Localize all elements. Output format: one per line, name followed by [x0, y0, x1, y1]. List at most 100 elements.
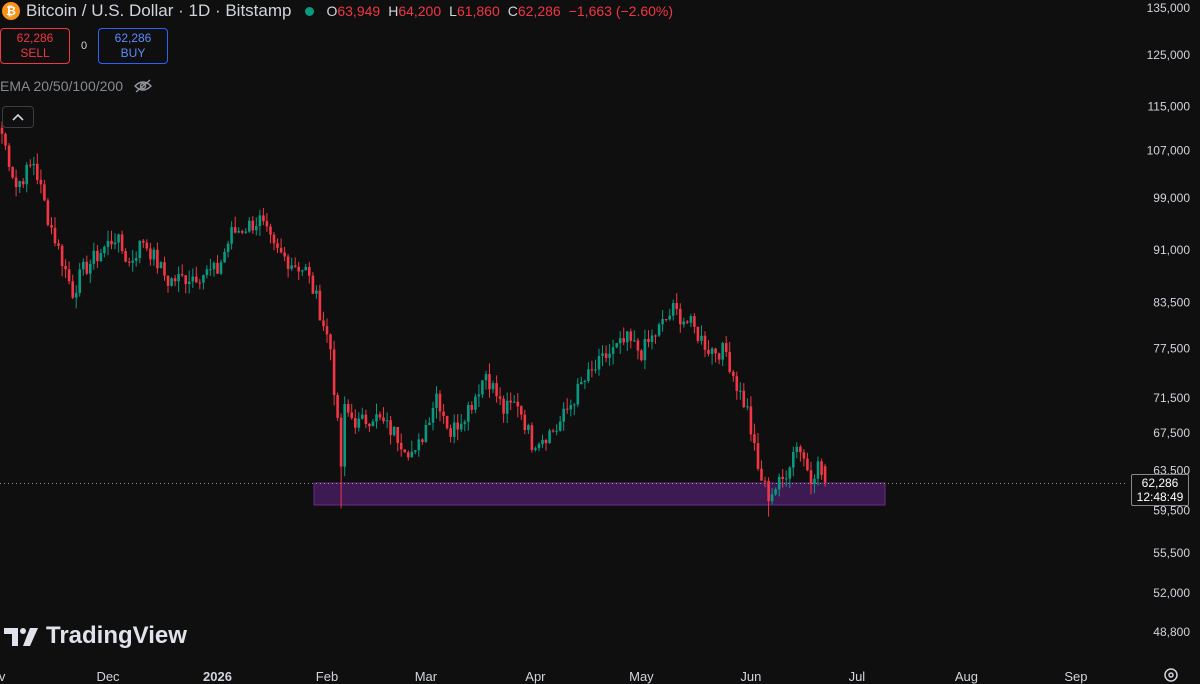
candle-body — [710, 348, 714, 354]
candle-body — [534, 448, 537, 450]
candle-body — [647, 339, 650, 342]
ema-label[interactable]: EMA 20/50/100/200 — [0, 78, 123, 94]
price-tick-label: 83,500 — [1153, 296, 1190, 310]
candle-body — [452, 422, 456, 437]
candle-body — [742, 390, 746, 408]
candle-body — [615, 343, 618, 348]
candle-body — [212, 262, 216, 270]
candle-body — [180, 274, 184, 276]
close-label: C — [507, 3, 518, 19]
collapse-legend-button[interactable] — [2, 106, 34, 128]
candle-body — [565, 408, 569, 410]
ohlc-values: O63,949 H64,200 L61,860 C62,286 −1,663 (… — [326, 3, 673, 19]
candle-body — [0, 127, 4, 134]
candle-body — [233, 227, 237, 233]
candle-body — [368, 424, 371, 427]
candle-body — [714, 348, 717, 354]
sell-price: 62,286 — [16, 31, 54, 45]
candle-body — [643, 339, 647, 361]
candle-body — [78, 269, 81, 293]
candle-body — [802, 452, 806, 459]
candle-body — [216, 262, 219, 274]
candle-body — [774, 489, 777, 495]
candle-body — [498, 396, 502, 399]
candle-body — [820, 461, 823, 475]
price-tick-label: 107,000 — [1147, 144, 1191, 158]
change-value: −1,663 (−2.60%) — [568, 3, 674, 19]
candle-body — [18, 181, 21, 187]
time-tick-label: Aug — [955, 669, 978, 684]
candle-body — [283, 252, 286, 257]
candle-body — [424, 425, 428, 442]
candle-body — [739, 390, 742, 392]
candle-body — [611, 347, 615, 354]
candle-body — [195, 276, 198, 283]
candle-body — [127, 261, 131, 263]
candle-body — [696, 326, 700, 341]
candle-body — [544, 440, 548, 444]
candle-body — [226, 243, 230, 252]
candle-body — [219, 262, 223, 274]
candle-body — [523, 414, 527, 430]
candle-body — [304, 267, 308, 271]
candle-body — [590, 369, 594, 371]
candle-body — [463, 421, 467, 424]
candle-body — [781, 476, 784, 479]
candle-body — [421, 439, 424, 442]
price-axis[interactable]: 48,80052,00055,50059,50063,50067,50071,5… — [1147, 1, 1191, 639]
sell-button[interactable]: 62,286 SELL — [0, 28, 70, 64]
buy-button[interactable]: 62,286 BUY — [98, 28, 168, 64]
candle-body — [428, 422, 431, 425]
candle-body — [477, 394, 481, 397]
symbol-title[interactable]: Bitcoin / U.S. Dollar · 1D · Bitstamp — [26, 1, 292, 20]
indicator-legend[interactable]: EMA 20/50/100/200 — [0, 78, 153, 94]
tradingview-logo-text: TradingView — [46, 622, 187, 649]
candle-body — [159, 262, 163, 269]
candle-body — [823, 466, 827, 483]
candle-body — [325, 326, 329, 335]
bitcoin-icon[interactable]: ₿ — [2, 2, 20, 20]
candle-body — [191, 276, 195, 282]
candle-body — [594, 369, 597, 371]
candle-body — [364, 414, 368, 424]
candle-body — [767, 480, 770, 502]
candle-body — [336, 395, 339, 418]
candle-body — [491, 383, 495, 390]
candle-body — [792, 452, 795, 468]
candle-body — [375, 414, 378, 422]
candle-body — [7, 145, 11, 167]
candle-body — [209, 269, 212, 271]
tradingview-logo[interactable]: TradingView — [4, 622, 187, 650]
candle-body — [442, 411, 445, 416]
candle-body — [449, 428, 452, 437]
candle-body — [657, 324, 661, 336]
support-zone-rect[interactable] — [313, 482, 886, 506]
candle-body — [29, 164, 32, 166]
bar-countdown: 12:48:49 — [1136, 490, 1184, 504]
candle-body — [661, 319, 664, 325]
time-tick-label: Apr — [525, 669, 546, 684]
candle-body — [106, 240, 110, 247]
buy-label: BUY — [120, 46, 146, 60]
settings-icon[interactable] — [1162, 666, 1180, 684]
candle-body — [700, 335, 703, 341]
candle-body — [117, 234, 120, 243]
candle-body — [389, 420, 392, 435]
candle-body — [120, 234, 124, 251]
buy-price: 62,286 — [114, 31, 152, 45]
candle-body — [36, 163, 39, 180]
candle-body — [629, 331, 633, 341]
time-axis[interactable]: ov Dec 2026 Feb Mar Apr May Jun Jul Aug Sep — [0, 669, 1087, 684]
candle-body — [124, 251, 127, 262]
candle-body — [689, 316, 693, 323]
candle-body — [548, 430, 551, 444]
candle-body — [371, 421, 375, 427]
candle-body — [74, 292, 78, 298]
candle-body — [322, 320, 325, 327]
candle-body — [166, 275, 170, 286]
candle-body — [85, 261, 89, 274]
candle-body — [813, 478, 816, 485]
eye-crossed-icon[interactable] — [133, 79, 153, 93]
high-label: H — [388, 3, 399, 19]
